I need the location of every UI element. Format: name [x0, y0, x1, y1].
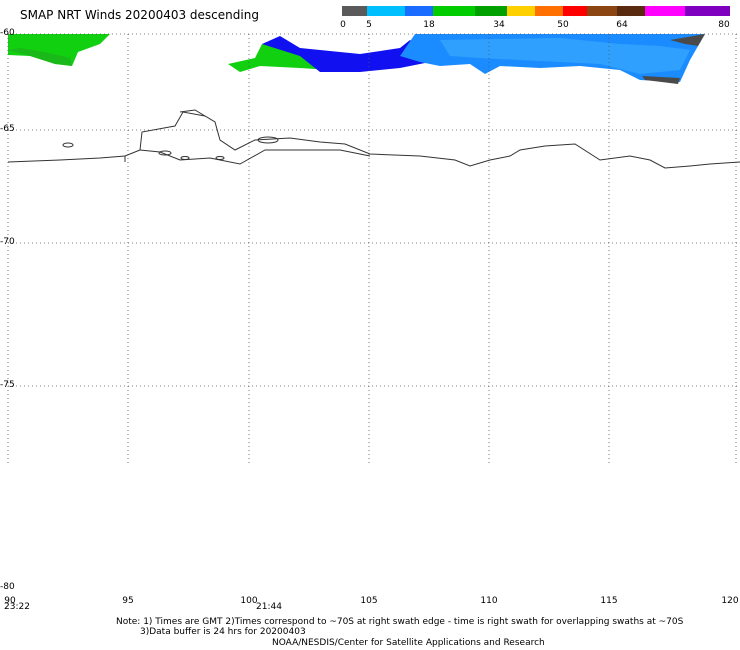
credit-line: NOAA/NESDIS/Center for Satellite Applica…: [272, 638, 545, 648]
lon-label-100: 100: [240, 596, 258, 606]
colorbar-tick-label: 64: [616, 20, 628, 30]
colorbar-segment: [587, 6, 617, 16]
colorbar-tick-label: 0: [340, 20, 346, 30]
antarctic-coastline: [7, 109, 740, 169]
swath-dark-blue: [262, 36, 440, 72]
colorbar-segment: [563, 6, 587, 16]
lon-label-105: 105: [360, 596, 378, 606]
wind-speed-colorbar: [342, 6, 730, 16]
colorbar-segment: [645, 6, 685, 16]
lat-label-80: -80: [0, 582, 15, 592]
colorbar-segment: [507, 6, 535, 16]
colorbar-segment: [685, 6, 730, 16]
colorbar-tick-label: 80: [718, 20, 730, 30]
lat-label-65: -65: [0, 124, 15, 134]
swath-light-blue: [440, 38, 690, 74]
colorbar-segment: [617, 6, 645, 16]
swath-time-1: 23:22: [4, 602, 30, 612]
grid: [7, 33, 740, 465]
colorbar-segment: [405, 6, 433, 16]
swath-gray-bottom: [642, 76, 680, 84]
colorbar-segment: [433, 6, 475, 16]
swath-gray-corner: [670, 34, 705, 46]
colorbar-segment: [342, 6, 367, 16]
colorbar-segment: [535, 6, 563, 16]
colorbar-tick-label: 5: [366, 20, 372, 30]
colorbar-tick-label: 18: [423, 20, 435, 30]
swath-green-dark-west: [8, 48, 72, 66]
swath-green-west: [8, 34, 110, 66]
note-line-1: Note: 1) Times are GMT 2)Times correspon…: [116, 617, 684, 627]
swath-time-2: 21:44: [256, 602, 282, 612]
lat-label-70: -70: [0, 237, 15, 247]
wind-swaths: [8, 34, 705, 84]
colorbar-tick-label: 50: [557, 20, 569, 30]
colorbar-segment: [367, 6, 405, 16]
lon-label-110: 110: [480, 596, 498, 606]
note-line-2: 3)Data buffer is 24 hrs for 20200403: [140, 627, 306, 637]
lon-label-90: 90: [4, 596, 16, 606]
map-title: SMAP NRT Winds 20200403 descending: [20, 8, 259, 22]
lon-label-95: 95: [122, 596, 134, 606]
colorbar-segment: [475, 6, 507, 16]
colorbar-tick-label: 34: [493, 20, 505, 30]
lat-label-60: -60: [0, 28, 15, 38]
lon-label-115: 115: [600, 596, 618, 606]
lat-label-75: -75: [0, 380, 15, 390]
lon-label-120: 120: [721, 596, 739, 606]
